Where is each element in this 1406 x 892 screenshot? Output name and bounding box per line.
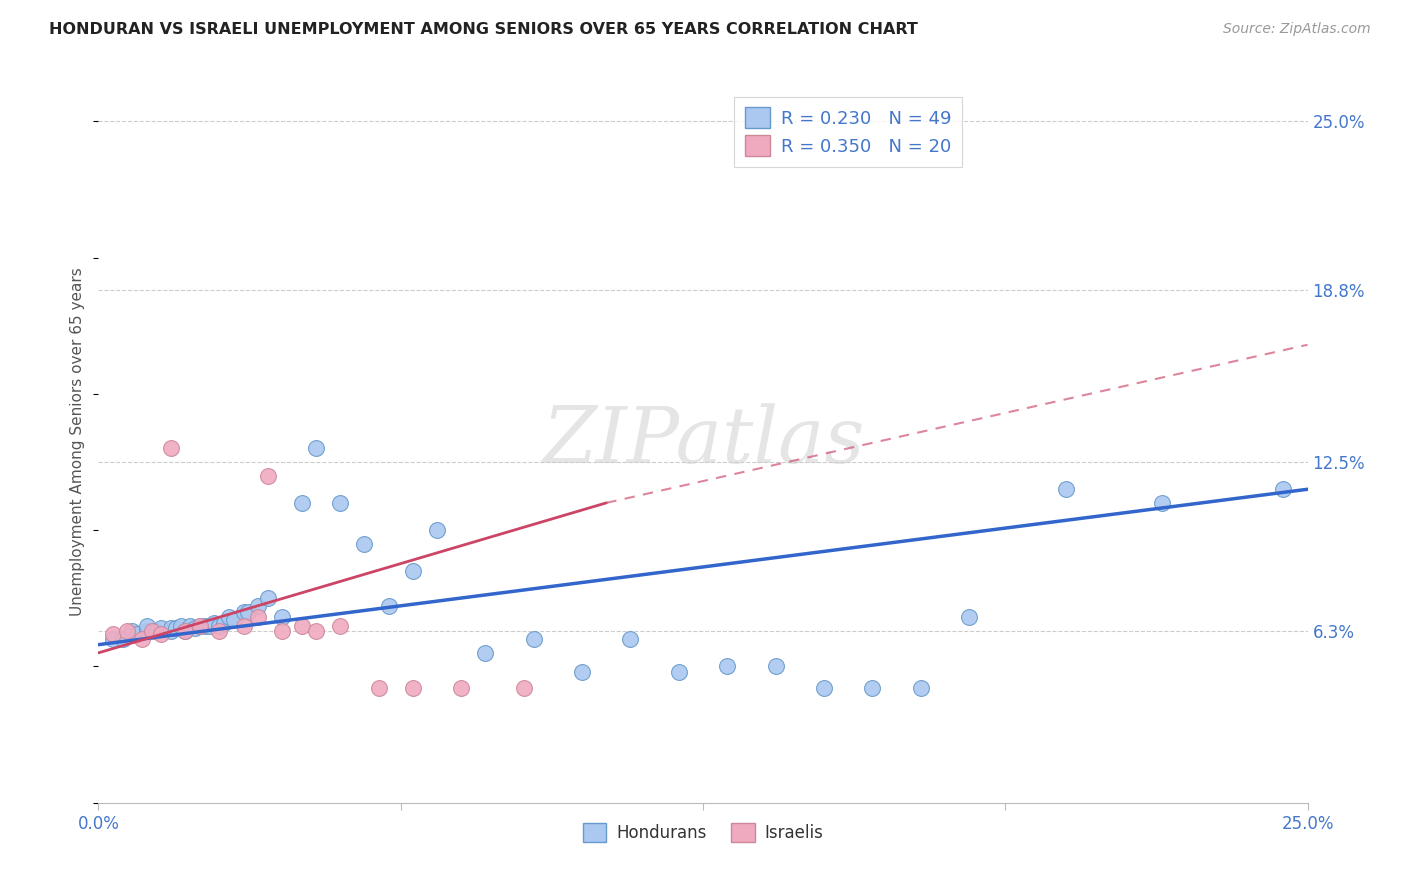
Point: [188, 618, 211, 632]
Point: [169, 618, 191, 632]
Point: [111, 632, 134, 647]
Point: [121, 624, 143, 638]
Point: [135, 618, 157, 632]
Point: [513, 681, 536, 696]
Point: [377, 599, 399, 614]
Point: [204, 615, 226, 630]
Point: [174, 624, 197, 638]
Point: [145, 624, 167, 638]
Point: [141, 624, 163, 638]
Point: [426, 523, 449, 537]
Point: [150, 626, 173, 640]
Text: HONDURAN VS ISRAELI UNEMPLOYMENT AMONG SENIORS OVER 65 YEARS CORRELATION CHART: HONDURAN VS ISRAELI UNEMPLOYMENT AMONG S…: [49, 22, 918, 37]
Point: [860, 681, 883, 696]
Point: [160, 621, 183, 635]
Point: [1054, 482, 1077, 496]
Y-axis label: Unemployment Among Seniors over 65 years: Unemployment Among Seniors over 65 years: [70, 268, 86, 615]
Point: [329, 496, 352, 510]
Point: [247, 599, 270, 614]
Point: [290, 496, 312, 510]
Point: [668, 665, 690, 679]
Point: [117, 624, 139, 638]
Point: [247, 610, 270, 624]
Point: [474, 646, 496, 660]
Point: [271, 624, 294, 638]
Point: [571, 665, 593, 679]
Text: ZIPatlas: ZIPatlas: [541, 403, 865, 480]
Point: [131, 632, 153, 647]
Point: [198, 618, 221, 632]
Point: [716, 659, 738, 673]
Point: [160, 624, 183, 638]
Point: [765, 659, 787, 673]
Point: [256, 591, 278, 606]
Point: [238, 605, 260, 619]
Point: [256, 468, 278, 483]
Point: [402, 681, 425, 696]
Point: [450, 681, 472, 696]
Point: [290, 618, 312, 632]
Point: [222, 613, 245, 627]
Point: [188, 618, 211, 632]
Point: [402, 564, 425, 578]
Point: [619, 632, 641, 647]
Point: [184, 621, 207, 635]
Point: [1272, 482, 1295, 496]
Point: [165, 621, 187, 635]
Point: [160, 442, 183, 456]
Point: [813, 681, 835, 696]
Legend: Hondurans, Israelis: Hondurans, Israelis: [576, 816, 830, 848]
Text: Source: ZipAtlas.com: Source: ZipAtlas.com: [1223, 22, 1371, 37]
Point: [368, 681, 391, 696]
Point: [232, 605, 254, 619]
Point: [1152, 496, 1174, 510]
Point: [179, 618, 201, 632]
Point: [523, 632, 546, 647]
Point: [150, 621, 173, 635]
Point: [305, 442, 328, 456]
Point: [127, 626, 149, 640]
Point: [174, 624, 197, 638]
Point: [957, 610, 980, 624]
Point: [101, 626, 124, 640]
Point: [232, 618, 254, 632]
Point: [271, 610, 294, 624]
Point: [101, 632, 124, 647]
Point: [208, 624, 231, 638]
Point: [353, 537, 375, 551]
Point: [910, 681, 932, 696]
Point: [194, 618, 217, 632]
Point: [305, 624, 328, 638]
Point: [135, 624, 157, 638]
Point: [218, 610, 240, 624]
Point: [329, 618, 352, 632]
Point: [212, 615, 235, 630]
Point: [208, 618, 231, 632]
